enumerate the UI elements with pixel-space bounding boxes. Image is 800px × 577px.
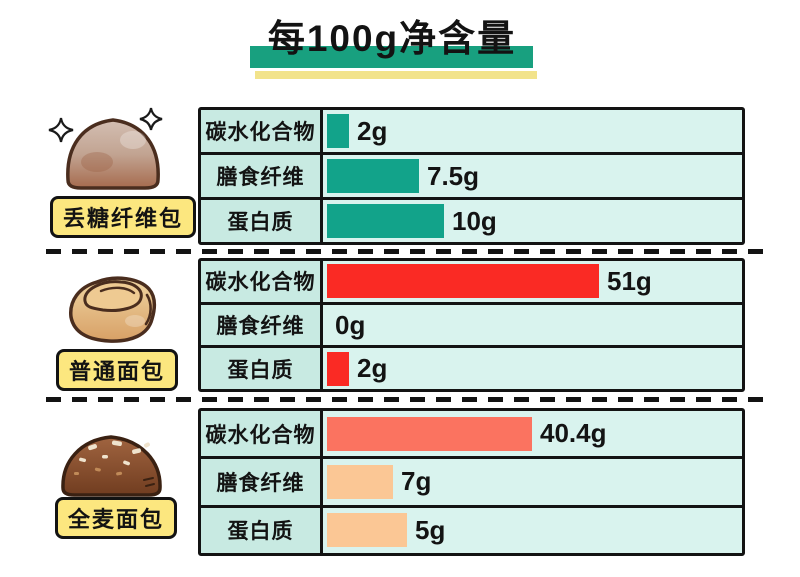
table-row: 膳食纤维 7.5g: [201, 155, 742, 200]
bar-protein: [327, 513, 407, 548]
wholewheat-bread-illustration: [61, 435, 162, 497]
nutrition-panel-wholewheat-bread: 碳水化合物 40.4g 膳食纤维 7g 蛋白质 5g: [198, 408, 745, 556]
sparkle-icon: [48, 117, 74, 143]
plain-bread-illustration: [69, 276, 156, 343]
nutrition-panel-fiber-bread: 碳水化合物 2g 膳食纤维 7.5g 蛋白质 10g: [198, 107, 745, 245]
nutrient-label-protein: 蛋白质: [201, 200, 323, 242]
bar-value: 5g: [415, 514, 446, 545]
title-underline-teal: [250, 46, 533, 68]
bar-carbs: [327, 264, 599, 299]
table-row: 蛋白质 2g: [201, 348, 742, 390]
table-row: 蛋白质 10g: [201, 200, 742, 242]
sparkle-icon: [139, 107, 163, 131]
bar-value: 2g: [357, 115, 388, 146]
bar-value: 10g: [452, 205, 497, 236]
title-underline-yellow: [255, 71, 537, 79]
bar-value: 0g: [335, 309, 366, 340]
fiber-bread-illustration: [48, 107, 163, 190]
table-row: 碳水化合物 2g: [201, 110, 742, 155]
title-block: 每100g净含量: [0, 0, 784, 90]
bar-value: 7.5g: [427, 160, 480, 191]
bread-tag-fiber: 丢糖纤维包: [50, 196, 197, 238]
page-title: 每100g净含量: [267, 18, 517, 59]
bar-value: 40.4g: [540, 418, 607, 449]
nutrient-label-carbs: 碳水化合物: [201, 411, 323, 457]
bar-fiber: [327, 159, 419, 193]
bread-tag-wholewheat: 全麦面包: [55, 497, 178, 539]
bar-carbs: [327, 416, 532, 451]
nutrient-label-carbs: 碳水化合物: [201, 261, 323, 302]
table-row: 蛋白质 5g: [201, 507, 742, 553]
nutrient-label-carbs: 碳水化合物: [201, 110, 323, 152]
nutrient-label-fiber: 膳食纤维: [201, 459, 323, 505]
dashed-divider: [46, 249, 768, 254]
bar-protein: [327, 351, 349, 386]
bar-protein: [327, 204, 444, 238]
table-row: 膳食纤维 0g: [201, 304, 742, 349]
table-row: 碳水化合物 51g: [201, 261, 742, 305]
bar-fiber: [327, 464, 393, 499]
nutrient-label-protein: 蛋白质: [201, 507, 323, 553]
bread-tag-plain: 普通面包: [56, 349, 179, 391]
dashed-divider: [46, 397, 768, 402]
nutrition-panel-plain-bread: 碳水化合物 51g 膳食纤维 0g 蛋白质 2g: [198, 258, 745, 392]
nutrient-label-fiber: 膳食纤维: [201, 155, 323, 197]
table-row: 膳食纤维 7g: [201, 459, 742, 508]
nutrient-label-fiber: 膳食纤维: [201, 304, 323, 346]
bar-value: 2g: [357, 353, 388, 384]
bar-carbs: [327, 114, 349, 148]
bar-value: 51g: [607, 265, 652, 296]
table-row: 碳水化合物 40.4g: [201, 411, 742, 460]
bar-value: 7g: [401, 466, 432, 497]
nutrient-label-protein: 蛋白质: [201, 348, 323, 390]
